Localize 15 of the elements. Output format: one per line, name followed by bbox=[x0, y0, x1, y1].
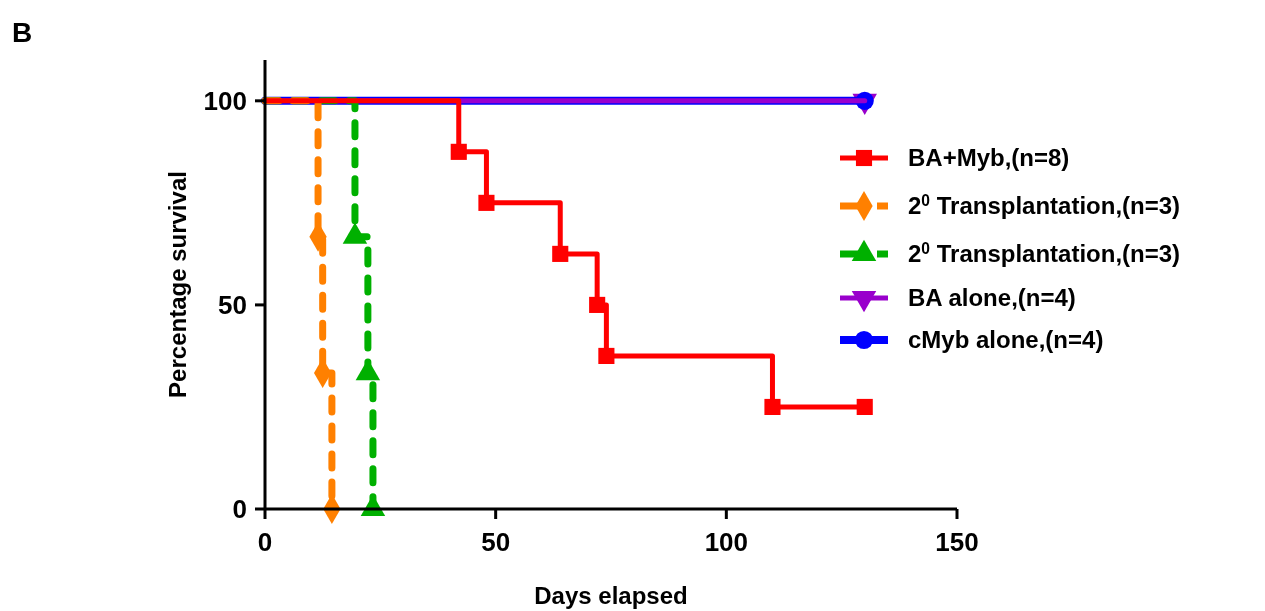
x-axis-title: Days elapsed bbox=[534, 582, 688, 609]
y-axis-title: Percentage survival bbox=[164, 171, 191, 398]
y-tick-label: 50 bbox=[218, 290, 247, 321]
y-tick-label: 100 bbox=[203, 85, 247, 116]
legend-label: BA+Myb,(n=8) bbox=[908, 144, 1070, 172]
legend-label: 2$^{0}$ Transplantation,(n=3) bbox=[908, 239, 1181, 268]
x-tick-label: 50 bbox=[481, 527, 511, 557]
legend-label: BA alone,(n=4) bbox=[908, 284, 1076, 312]
legend-label: 2$^{0}$ Transplantation,(n=3) bbox=[908, 191, 1181, 220]
x-tick-label: 0 bbox=[257, 527, 273, 557]
text: B bbox=[12, 17, 33, 48]
x-tick-label: 100 bbox=[704, 527, 749, 557]
legend-label: cMyb alone,(n=4) bbox=[908, 326, 1104, 354]
x-tick-label: 150 bbox=[935, 527, 979, 557]
y-tick-label: 0 bbox=[232, 494, 247, 525]
